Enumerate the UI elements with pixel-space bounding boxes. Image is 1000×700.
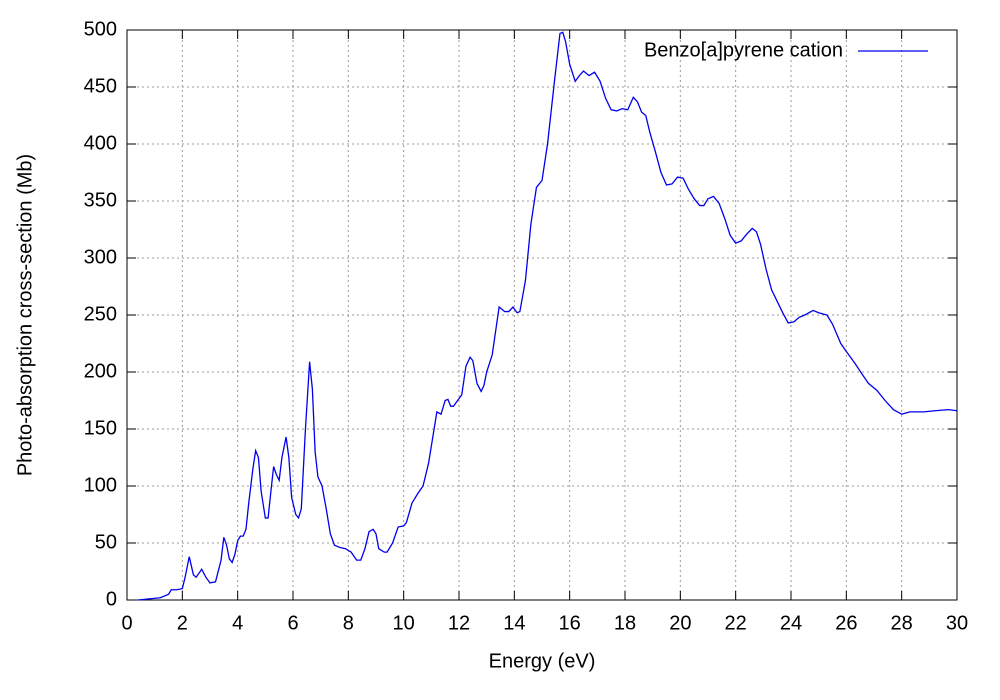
y-axis-label: Photo-absorption cross-section (Mb) [14,154,36,476]
x-tick-label: 22 [725,612,747,634]
x-tick-label: 10 [393,612,415,634]
x-tick-label: 20 [669,612,691,634]
y-tick-label: 400 [84,132,117,154]
y-tick-label: 500 [84,18,117,40]
x-tick-label: 0 [121,612,132,634]
y-tick-label: 300 [84,246,117,268]
y-tick-label: 200 [84,360,117,382]
data-line [138,31,958,601]
plot-border [126,29,958,601]
x-tick-label: 26 [835,612,857,634]
y-tick-label: 150 [84,417,117,439]
x-tick-label: 8 [343,612,354,634]
x-tick-label: 30 [946,612,968,634]
x-tick-label: 28 [891,612,913,634]
x-tick-label: 16 [559,612,581,634]
x-tick-label: 12 [448,612,470,634]
x-tick-label: 2 [177,612,188,634]
x-axis-label: Energy (eV) [489,650,596,672]
x-tick-label: 6 [287,612,298,634]
x-tick-label: 24 [780,612,802,634]
y-tick-label: 350 [84,189,117,211]
y-tick-label: 250 [84,303,117,325]
x-tick-label: 14 [503,612,525,634]
x-tick-label: 18 [614,612,636,634]
legend-label: Benzo[a]pyrene cation [644,39,843,61]
y-tick-label: 100 [84,474,117,496]
y-tick-label: 450 [84,75,117,97]
y-tick-label: 50 [95,531,117,553]
y-tick-label: 0 [106,588,117,610]
x-tick-label: 4 [232,612,243,634]
